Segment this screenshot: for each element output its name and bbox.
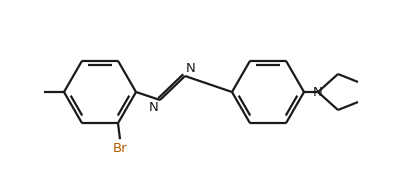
Text: N: N xyxy=(149,101,159,114)
Text: N: N xyxy=(186,62,196,75)
Text: N: N xyxy=(313,86,323,98)
Text: Br: Br xyxy=(113,142,127,155)
